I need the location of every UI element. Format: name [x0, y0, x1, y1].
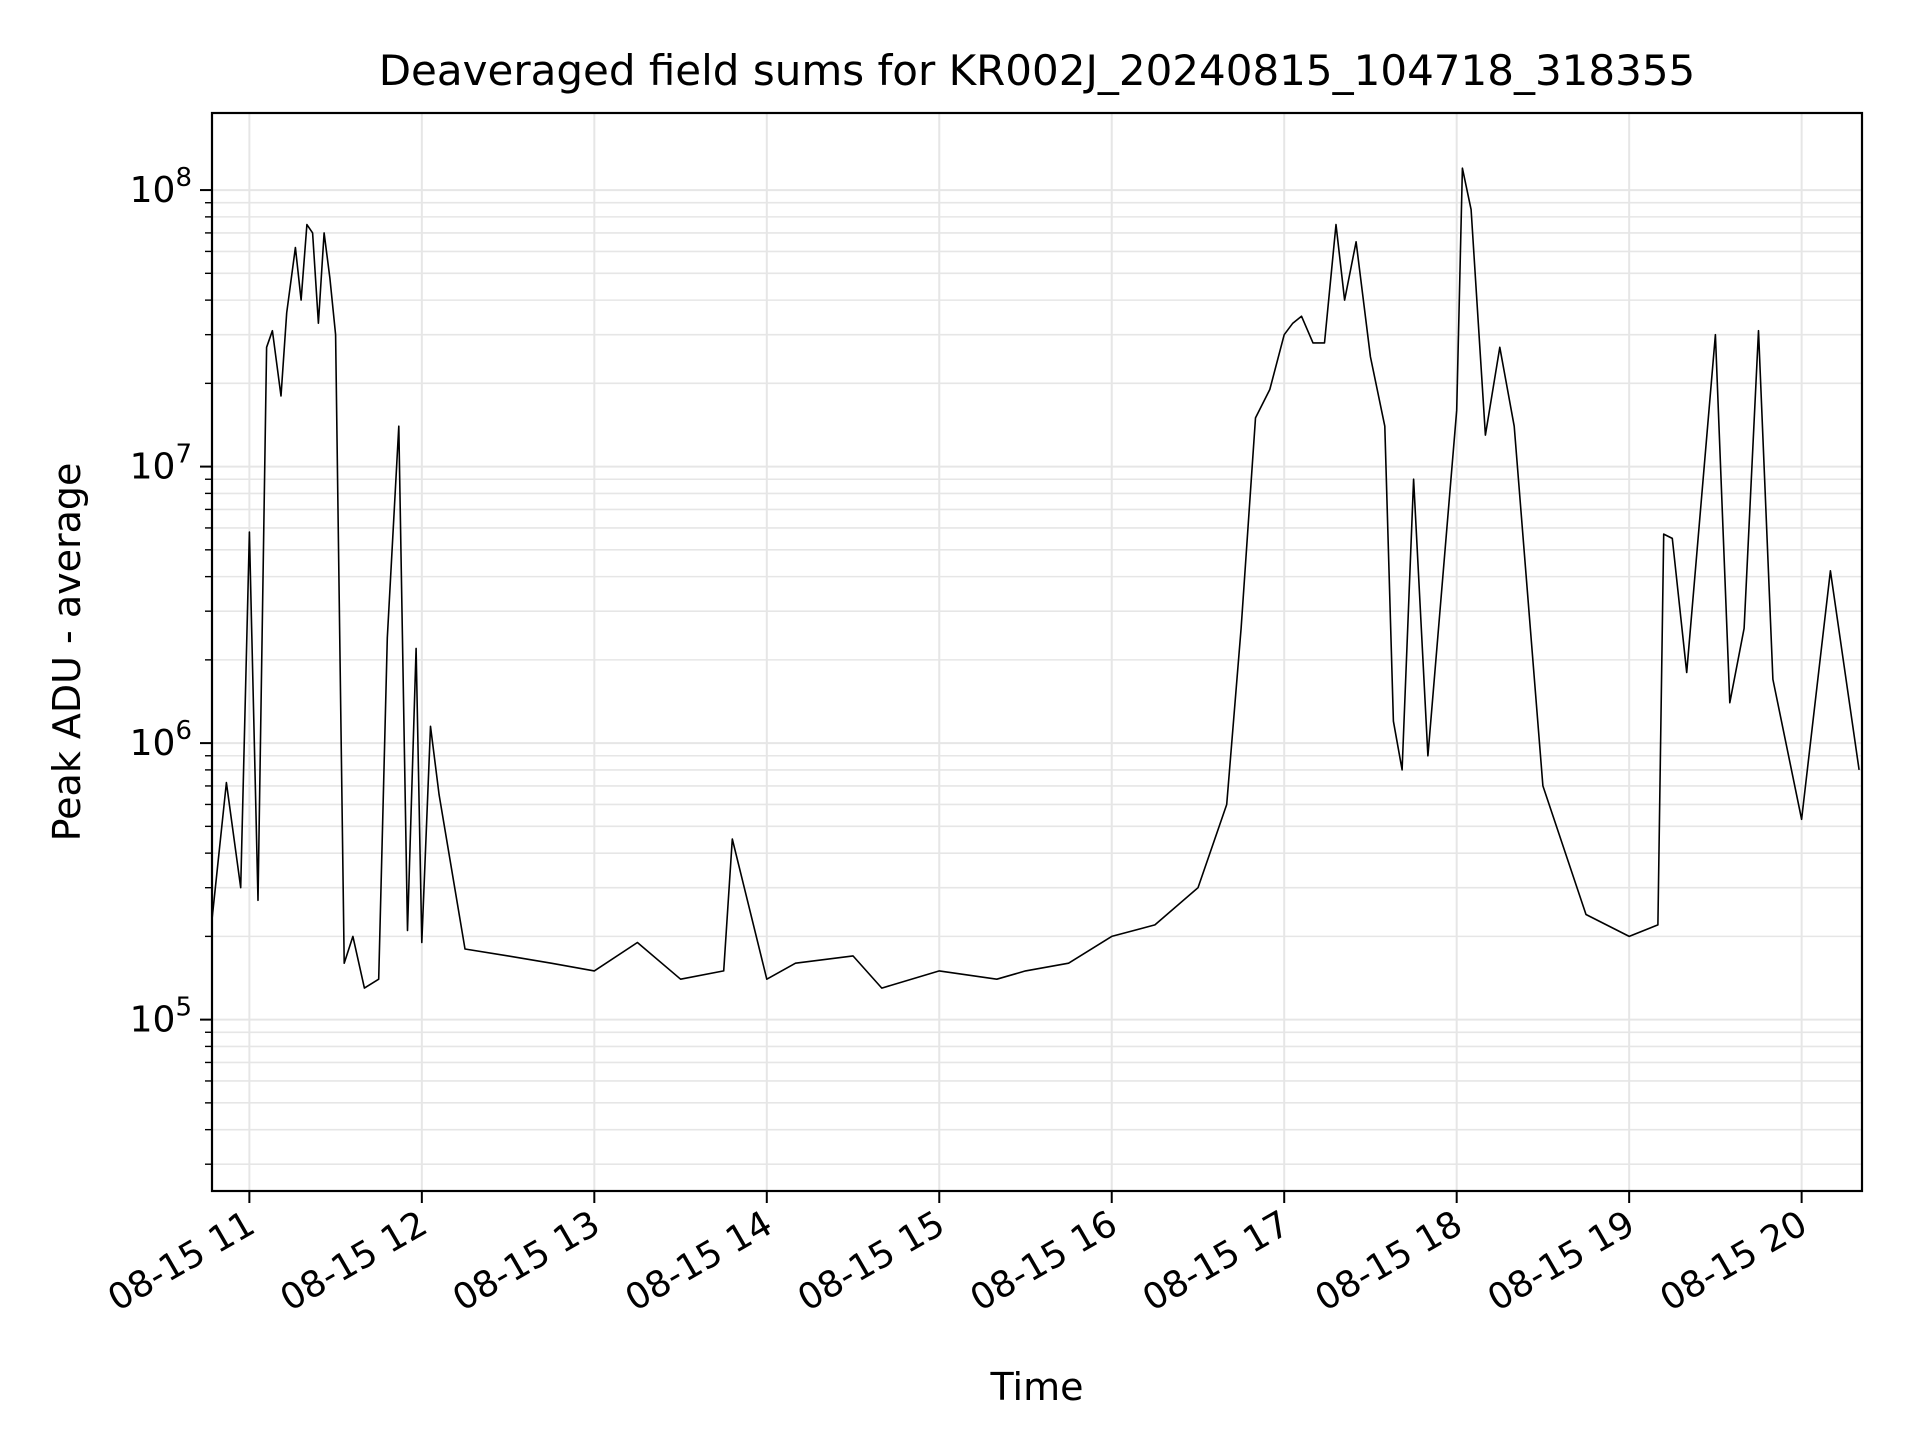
y-axis-label: Peak ADU - average — [45, 463, 89, 842]
y-tick-label: 105 — [130, 993, 192, 1041]
y-tick-exponent: 8 — [175, 163, 192, 193]
x-axis-label: Time — [990, 1365, 1084, 1409]
plot-frame — [210, 111, 1864, 1193]
series-polyline — [211, 167, 1860, 989]
y-tick-exponent: 7 — [175, 440, 192, 470]
y-tick-label: 108 — [130, 163, 192, 211]
y-tick-label: 107 — [130, 440, 192, 488]
chart-title: Deaveraged field sums for KR002J_2024081… — [379, 46, 1696, 95]
y-tick-label: 106 — [130, 716, 192, 764]
series-line — [211, 167, 1860, 989]
plot-area — [212, 113, 1862, 1191]
y-tick-exponent: 5 — [175, 993, 192, 1023]
y-tick-exponent: 6 — [175, 716, 192, 746]
y-tick-base: 10 — [130, 723, 176, 764]
y-tick-base: 10 — [130, 1000, 176, 1041]
y-tick-base: 10 — [130, 447, 176, 488]
grid — [212, 113, 1862, 1191]
y-tick-base: 10 — [130, 170, 176, 211]
